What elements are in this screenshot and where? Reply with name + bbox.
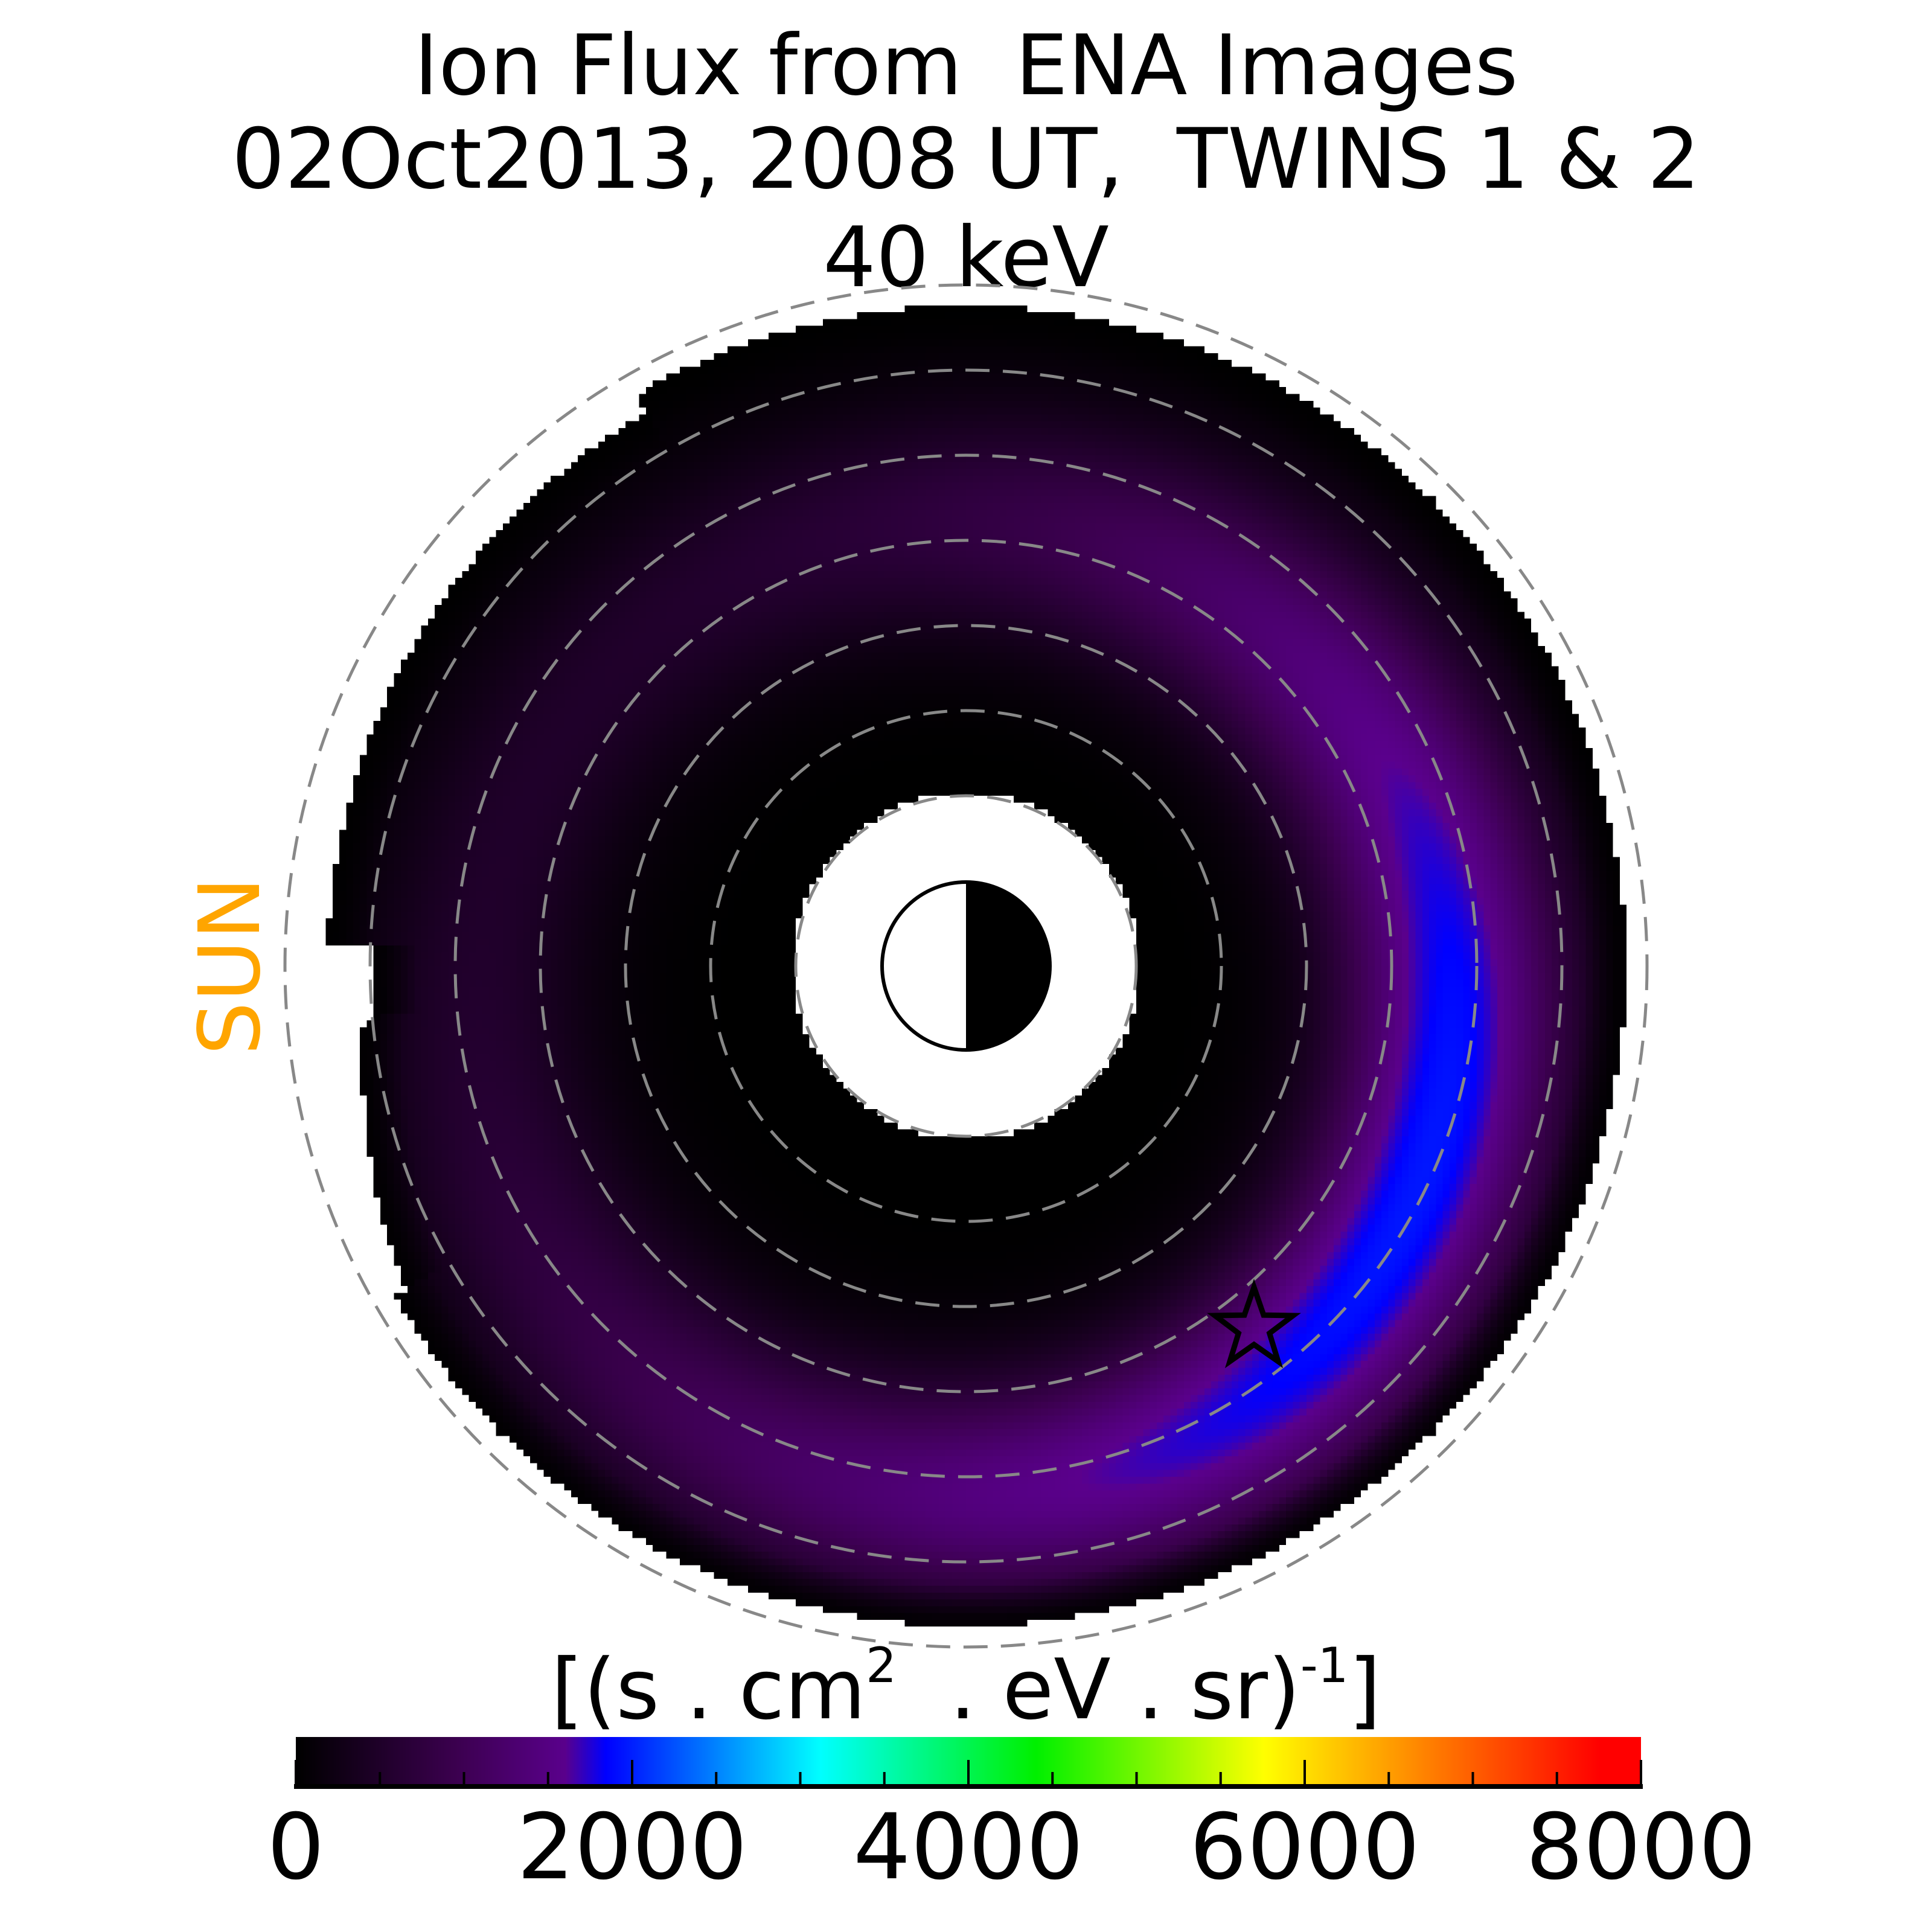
star-marker-icon	[1207, 1279, 1301, 1369]
colorbar-tick-label: 4000	[853, 1795, 1084, 1900]
dashed-radius-circles	[283, 283, 1649, 1649]
colorbar-tick-label: 8000	[1526, 1795, 1756, 1900]
colorbar-tick-label: 6000	[1189, 1795, 1420, 1900]
earth-icon	[880, 880, 1052, 1052]
earth-outline	[880, 880, 1052, 1052]
earth-night-side	[966, 881, 1051, 1051]
dashed-circle-2re	[794, 794, 1138, 1138]
title-line-1: Ion Flux from ENA Images	[414, 17, 1518, 114]
dashed-circle-3re	[709, 709, 1223, 1223]
colorbar-tick-label: 0	[267, 1795, 325, 1900]
colorbar	[296, 1737, 1641, 1784]
dashed-circle-5re	[539, 539, 1393, 1393]
dashed-circle-4re	[624, 624, 1308, 1308]
sun-direction-label: SUN	[181, 876, 280, 1056]
dashed-circle-6re	[453, 453, 1479, 1479]
colorbar-tick-label: 2000	[517, 1795, 747, 1900]
dashed-circle-8re	[283, 283, 1649, 1649]
dashed-circle-7re	[368, 368, 1564, 1564]
colorbar-unit-label: [(s . cm2 . eV . sr)-1]	[551, 1637, 1381, 1738]
title-line-2: 02Oct2013, 2008 UT, TWINS 1 & 2	[231, 110, 1701, 208]
